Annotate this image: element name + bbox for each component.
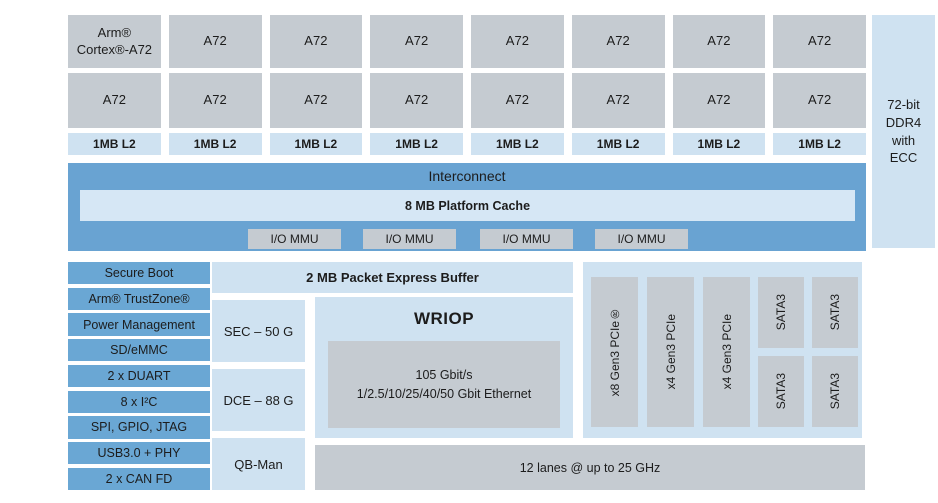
peripheral-list: Secure Boot Arm® TrustZone® Power Manage… — [68, 262, 210, 490]
l2-cache-block: 1MB L2 — [471, 133, 564, 155]
core-block: A72 — [571, 15, 665, 68]
peripheral-usb3-phy: USB3.0 + PHY — [68, 441, 210, 465]
l2-cache-block: 1MB L2 — [370, 133, 463, 155]
sata3-label: SATA3 — [774, 373, 788, 410]
core-block: A72 — [269, 73, 363, 128]
io-mmu-block: I/O MMU — [480, 229, 573, 249]
ddr4-memory-block: 72-bit DDR4 with ECC — [872, 15, 935, 248]
wriop-detail-lines: 105 Gbit/s 1/2.5/10/25/40/50 Gbit Ethern… — [357, 366, 531, 402]
dce-accelerator-block: DCE – 88 G — [212, 369, 305, 431]
peripheral-power-management: Power Management — [68, 313, 210, 336]
platform-cache-block: 8 MB Platform Cache — [80, 190, 855, 221]
core-block: A72 — [68, 73, 161, 128]
core-block: A72 — [168, 15, 262, 68]
pcie-x8-gen3-block: x8 Gen3 PCIe® — [591, 277, 638, 427]
l2-cache-block: 1MB L2 — [571, 133, 665, 155]
core-block: A72 — [773, 73, 866, 128]
l2-cache-block: 1MB L2 — [168, 133, 262, 155]
core-block: A72 — [773, 15, 866, 68]
l2-cache-block: 1MB L2 — [269, 133, 363, 155]
qbman-block: QB-Man — [212, 438, 305, 490]
cortex-a72-line: Cortex®-A72 — [76, 41, 153, 57]
core-block: A72 — [168, 73, 262, 128]
interconnect-band: Interconnect 8 MB Platform Cache I/O MMU… — [68, 163, 866, 251]
ddr4-line: 72-bit — [887, 97, 920, 113]
core-block-cortex-a72: Arm® Cortex®-A72 — [68, 15, 161, 68]
core-row-bottom: A72 A72 A72 A72 A72 A72 A72 A72 — [68, 73, 866, 128]
ddr4-line: ECC — [889, 150, 918, 166]
wriop-block: WRIOP 105 Gbit/s 1/2.5/10/25/40/50 Gbit … — [315, 297, 573, 438]
wriop-ethernet-rates-line: 1/2.5/10/25/40/50 Gbit Ethernet — [356, 386, 532, 401]
io-mmu-block: I/O MMU — [248, 229, 341, 249]
packet-express-buffer-block: 2 MB Packet Express Buffer — [212, 262, 573, 293]
l2-cache-block: 1MB L2 — [672, 133, 766, 155]
sec-accelerator-block: SEC – 50 G — [212, 300, 305, 362]
core-block: A72 — [672, 73, 766, 128]
sata3-block: SATA3 — [758, 356, 804, 427]
peripheral-secure-boot: Secure Boot — [68, 262, 210, 285]
core-block: A72 — [471, 73, 564, 128]
pcie-x4-gen3-block: x4 Gen3 PCIe — [647, 277, 694, 427]
serdes-lanes-block: 12 lanes @ up to 25 GHz — [315, 445, 865, 490]
sata3-block: SATA3 — [758, 277, 804, 348]
wriop-throughput-line: 105 Gbit/s — [415, 368, 473, 383]
sata3-block: SATA3 — [812, 277, 858, 348]
pcie-x4-gen3-label: x4 Gen3 PCIe — [719, 314, 734, 390]
high-speed-io-container: x8 Gen3 PCIe® x4 Gen3 PCIe x4 Gen3 PCIe … — [583, 262, 862, 438]
sata3-label: SATA3 — [828, 373, 842, 410]
ddr4-line: DDR4 — [885, 114, 922, 130]
wriop-title: WRIOP — [413, 309, 475, 328]
core-block: A72 — [370, 15, 463, 68]
pcie-x4-gen3-label: x4 Gen3 PCIe — [663, 314, 678, 390]
core-block: A72 — [571, 73, 665, 128]
peripheral-sd-emmc: SD/eMMC — [68, 339, 210, 362]
arm-brand-line: Arm® — [97, 25, 132, 41]
peripheral-can-fd: 2 x CAN FD — [68, 467, 210, 490]
peripheral-duart: 2 x DUART — [68, 364, 210, 388]
core-block: A72 — [471, 15, 564, 68]
sata3-label: SATA3 — [828, 294, 842, 331]
pcie-x8-gen3-label: x8 Gen3 PCIe® — [607, 307, 622, 397]
peripheral-trustzone: Arm® TrustZone® — [68, 287, 210, 311]
peripheral-spi-gpio-jtag: SPI, GPIO, JTAG — [68, 416, 210, 439]
pcie-x4-gen3-block: x4 Gen3 PCIe — [703, 277, 750, 427]
core-block: A72 — [370, 73, 463, 128]
core-block-label: Arm® Cortex®-A72 — [77, 25, 152, 58]
interconnect-label: Interconnect — [428, 168, 506, 184]
core-block: A72 — [269, 15, 363, 68]
peripheral-i2c: 8 x I²C — [68, 390, 210, 413]
sata3-block: SATA3 — [812, 356, 858, 427]
l2-cache-block: 1MB L2 — [773, 133, 866, 155]
core-row-top: Arm® Cortex®-A72 A72 A72 A72 A72 A72 A72… — [68, 15, 866, 68]
wriop-ethernet-detail: 105 Gbit/s 1/2.5/10/25/40/50 Gbit Ethern… — [328, 341, 560, 428]
io-mmu-block: I/O MMU — [363, 229, 456, 249]
core-block: A72 — [672, 15, 766, 68]
l2-cache-row: 1MB L2 1MB L2 1MB L2 1MB L2 1MB L2 1MB L… — [68, 133, 866, 155]
sata3-label: SATA3 — [774, 294, 788, 331]
io-mmu-block: I/O MMU — [595, 229, 688, 249]
l2-cache-block: 1MB L2 — [68, 133, 161, 155]
ddr4-line: with — [891, 132, 916, 148]
